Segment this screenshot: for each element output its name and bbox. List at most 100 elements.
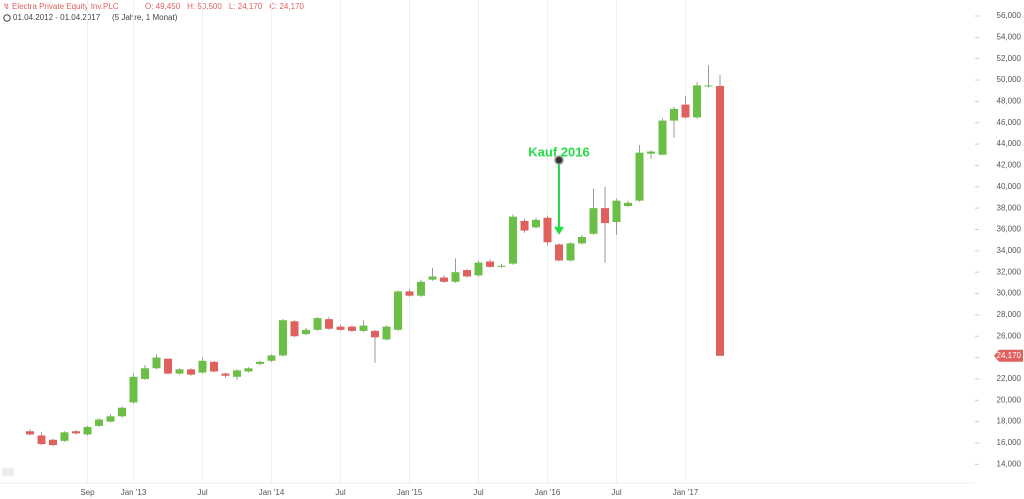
y-tick-label: 26,000 — [997, 331, 1022, 340]
y-tick-label: 48,000 — [997, 97, 1022, 106]
candle-body — [635, 152, 644, 201]
candle-body — [405, 291, 414, 296]
candle-body — [118, 407, 126, 417]
candle-body — [141, 368, 149, 379]
ohlc-legend: O: 49,450 H: 50,500 L: 24,170 C: 24,170 — [145, 2, 304, 11]
candle-body — [509, 216, 517, 264]
annotation-label: Kauf 2016 — [528, 145, 589, 160]
candle-body — [210, 361, 218, 372]
candle-body — [313, 318, 322, 330]
candle-body — [681, 104, 690, 118]
candle-body — [290, 321, 299, 337]
y-tick-label: 42,000 — [997, 161, 1022, 170]
period: (5 Jahre, 1 Monat) — [112, 13, 178, 22]
candle-body — [95, 419, 103, 426]
y-tick-label: 14,000 — [997, 459, 1022, 468]
ohlc-value: O: 49,450 — [145, 2, 181, 11]
ohlc-value: L: 24,170 — [229, 2, 263, 11]
candle-body — [279, 320, 287, 356]
candle-body — [336, 326, 345, 330]
candle-body — [693, 85, 701, 118]
candle-body — [198, 360, 207, 373]
candle-body — [428, 276, 437, 280]
candle-body — [601, 208, 609, 224]
ohlc-value: C: 24,170 — [269, 2, 304, 11]
candle-body — [497, 265, 506, 267]
candle-body — [382, 326, 391, 340]
candle-body — [532, 219, 540, 228]
x-tick-label: Jan '14 — [259, 488, 285, 497]
date-range: 01.04.2012 - 01.04.2017 — [13, 13, 101, 22]
x-tick-label: Jul — [197, 488, 207, 497]
candle-body — [440, 277, 448, 282]
candle-body — [72, 431, 80, 434]
y-tick-label: 20,000 — [997, 395, 1022, 404]
candle-body — [555, 244, 563, 261]
candle-body — [566, 243, 575, 261]
candle-body — [716, 85, 724, 356]
candle-body — [417, 281, 425, 296]
candle-body — [267, 355, 276, 361]
x-tick-label: Jul — [335, 488, 345, 497]
y-tick-label: 34,000 — [997, 246, 1022, 255]
price-tag — [994, 349, 1023, 362]
x-tick-label: Jul — [473, 488, 483, 497]
x-tick-label: Jan '13 — [121, 488, 147, 497]
candle-body — [83, 426, 92, 435]
candle-body — [37, 435, 46, 445]
candle-body — [359, 325, 368, 331]
candle-body — [704, 85, 713, 87]
y-tick-label: 44,000 — [997, 139, 1022, 148]
y-tick-label: 52,000 — [997, 54, 1022, 63]
candle-body — [451, 272, 460, 282]
candle-body — [187, 369, 195, 375]
candle-body — [26, 431, 34, 435]
candle-body — [486, 261, 494, 267]
instrument-name: Electra Private Equity Inv.PLC — [12, 2, 119, 11]
candle-body — [658, 120, 667, 155]
y-tick-label: 18,000 — [997, 417, 1022, 426]
candle-body — [520, 220, 529, 231]
candle-body — [49, 439, 57, 446]
y-tick-label: 46,000 — [997, 118, 1022, 127]
candle-body — [647, 151, 655, 154]
candle-body — [670, 108, 678, 121]
x-tick-label: Jan '16 — [535, 488, 561, 497]
candle-body — [612, 200, 621, 223]
candle-body — [256, 361, 264, 364]
y-tick-label: 50,000 — [997, 75, 1022, 84]
candle-body — [302, 329, 310, 335]
candle-body — [175, 369, 184, 374]
candle-body — [325, 319, 333, 329]
candle-body — [221, 373, 230, 376]
candle-body — [394, 291, 402, 330]
candle-body — [463, 270, 471, 277]
candle-body — [371, 330, 379, 338]
candle-body — [164, 358, 172, 374]
icon: ↯ — [3, 2, 10, 11]
y-tick-label: 40,000 — [997, 182, 1022, 191]
price-tag-label: 24,170 — [997, 351, 1022, 360]
y-tick-label: 16,000 — [997, 438, 1022, 447]
candle-body — [474, 262, 483, 276]
candle-body — [543, 217, 552, 243]
y-tick-label: 32,000 — [997, 267, 1022, 276]
candle-body — [106, 416, 115, 422]
candle-body — [60, 432, 69, 441]
y-tick-label: 28,000 — [997, 310, 1022, 319]
y-tick-label: 30,000 — [997, 289, 1022, 298]
x-tick-label: Sep — [80, 488, 95, 497]
ohlc-value: H: 50,500 — [187, 2, 222, 11]
clock-icon — [3, 14, 11, 22]
candle-body — [233, 370, 241, 377]
candle-body — [589, 208, 598, 234]
candle-body — [244, 368, 253, 372]
candle-body — [129, 376, 138, 403]
logo-box — [2, 468, 14, 476]
candle-body — [152, 357, 161, 369]
candle-body — [578, 236, 586, 244]
candle-body — [348, 326, 356, 331]
candle-body — [624, 202, 632, 207]
y-tick-label: 54,000 — [997, 32, 1022, 41]
